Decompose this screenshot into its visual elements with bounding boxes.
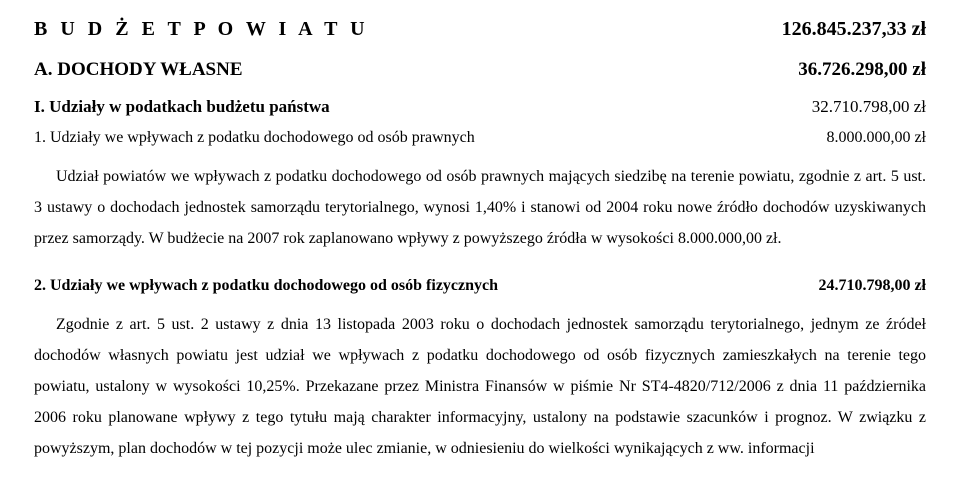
item-2-amount: 24.710.798,00 zł bbox=[818, 277, 926, 295]
section-a-row: A. DOCHODY WŁASNE 36.726.298,00 zł bbox=[34, 59, 926, 81]
section-a-amount: 36.726.298,00 zł bbox=[798, 59, 926, 81]
paragraph-1: Udział powiatów we wpływach z podatku do… bbox=[34, 161, 926, 255]
section-i-title: I. Udziały w podatkach budżetu państwa bbox=[34, 97, 330, 117]
item-2-row: 2. Udziały we wpływach z podatku dochodo… bbox=[34, 277, 926, 295]
item-1-title: 1. Udziały we wpływach z podatku dochodo… bbox=[34, 129, 475, 147]
paragraph-2: Zgodnie z art. 5 ust. 2 ustawy z dnia 13… bbox=[34, 309, 926, 465]
section-i-row: I. Udziały w podatkach budżetu państwa 3… bbox=[34, 97, 926, 117]
header-row: B U D Ż E T P O W I A T U 126.845.237,33… bbox=[34, 18, 926, 41]
section-a-title: A. DOCHODY WŁASNE bbox=[34, 59, 243, 81]
header-amount: 126.845.237,33 zł bbox=[782, 18, 926, 41]
document-page: B U D Ż E T P O W I A T U 126.845.237,33… bbox=[0, 0, 960, 465]
item-1-row: 1. Udziały we wpływach z podatku dochodo… bbox=[34, 129, 926, 147]
section-i-amount: 32.710.798,00 zł bbox=[812, 97, 926, 117]
header-title: B U D Ż E T P O W I A T U bbox=[34, 18, 369, 41]
item-1-amount: 8.000.000,00 zł bbox=[826, 129, 926, 147]
item-2-title: 2. Udziały we wpływach z podatku dochodo… bbox=[34, 277, 498, 295]
